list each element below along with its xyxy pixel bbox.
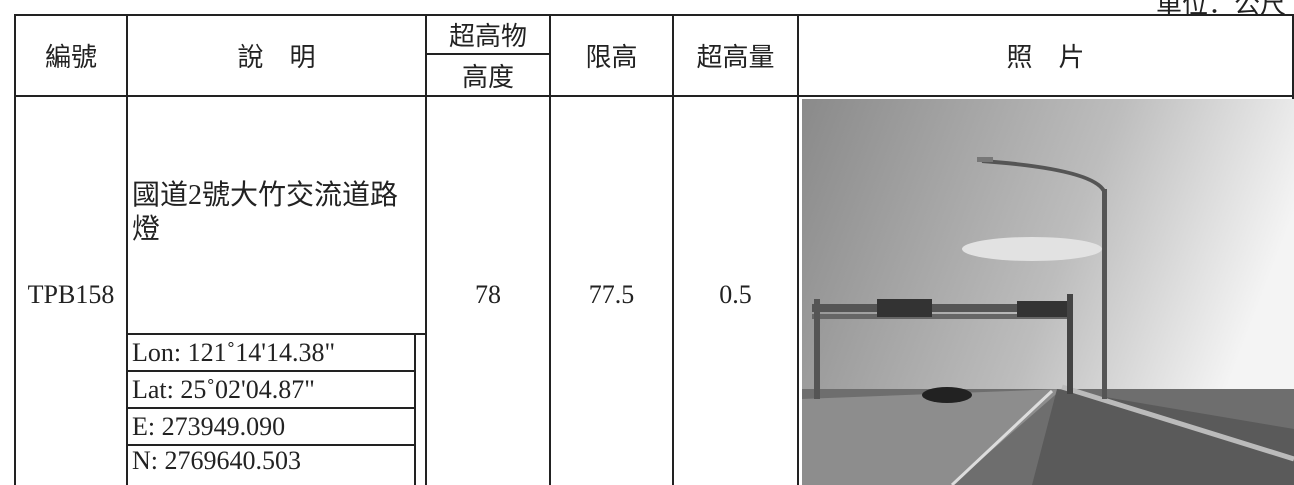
header-excess: 超高量: [672, 14, 799, 97]
header-photo: 照 片: [797, 14, 1294, 97]
coord: E: 273949.090: [126, 407, 416, 446]
header-limit: 限高: [549, 14, 674, 97]
header-description: 說 明: [126, 14, 427, 97]
header-object-height-sub: 高度: [425, 53, 551, 97]
row-excess: 0.5: [672, 95, 799, 485]
coord: Lat: 25˚02'04.87": [126, 370, 416, 409]
header-object-height: 超高物: [425, 14, 551, 55]
coord: N: 2769640.503: [126, 444, 416, 485]
row-description: 國道2號大竹交流道路燈: [126, 95, 427, 335]
header-id: 編號: [14, 14, 128, 97]
row-limit: 77.5: [549, 95, 674, 485]
row-height: 78: [425, 95, 551, 485]
row-id: TPB158: [14, 95, 128, 485]
photo: [802, 99, 1294, 485]
coord: Lon: 121˚14'14.38": [126, 333, 416, 372]
